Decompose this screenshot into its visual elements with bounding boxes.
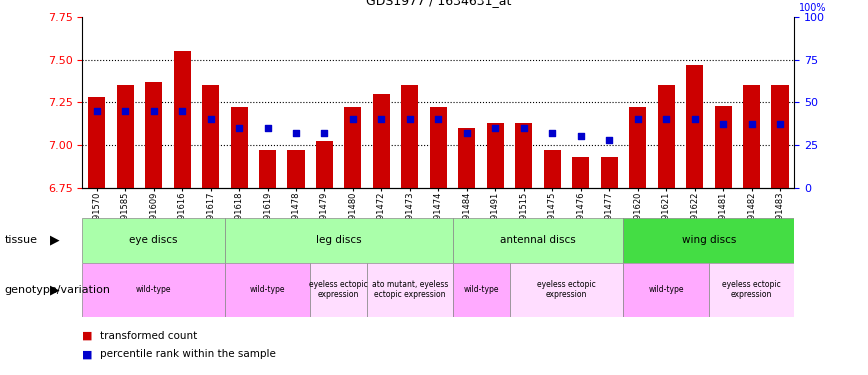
Point: [516, 125, 530, 131]
Point: [318, 130, 332, 136]
Bar: [367, 262, 452, 317]
Text: leg discs: leg discs: [316, 235, 361, 245]
Bar: [629, 107, 646, 188]
Point: [602, 137, 616, 143]
Bar: [225, 217, 452, 262]
Bar: [452, 262, 510, 317]
Bar: [401, 85, 418, 188]
Point: [716, 122, 730, 128]
Bar: [310, 262, 367, 317]
Bar: [345, 107, 361, 188]
Point: [346, 116, 360, 122]
Point: [232, 125, 246, 131]
Text: ■: ■: [82, 350, 93, 359]
Text: ato mutant, eyeless
ectopic expression: ato mutant, eyeless ectopic expression: [372, 280, 448, 299]
Text: eye discs: eye discs: [129, 235, 178, 245]
Bar: [174, 51, 191, 188]
Text: ▶: ▶: [49, 234, 60, 246]
Point: [631, 116, 645, 122]
Text: wild-type: wild-type: [464, 285, 499, 294]
Point: [147, 108, 161, 114]
Bar: [487, 123, 503, 188]
Bar: [373, 94, 390, 188]
Text: ▶: ▶: [49, 283, 60, 296]
Bar: [686, 64, 703, 188]
Text: wild-type: wild-type: [136, 285, 171, 294]
Point: [745, 122, 759, 128]
Bar: [623, 217, 794, 262]
Bar: [430, 107, 447, 188]
Bar: [316, 141, 333, 188]
Bar: [202, 85, 219, 188]
Bar: [772, 85, 788, 188]
Bar: [458, 128, 476, 188]
Point: [403, 116, 417, 122]
Text: GDS1977 / 1634631_at: GDS1977 / 1634631_at: [365, 0, 511, 8]
Bar: [82, 217, 225, 262]
Bar: [259, 150, 276, 188]
Text: ■: ■: [82, 331, 93, 340]
Text: percentile rank within the sample: percentile rank within the sample: [100, 350, 276, 359]
Bar: [145, 82, 162, 188]
Bar: [543, 150, 561, 188]
Bar: [572, 157, 589, 188]
Bar: [714, 106, 732, 188]
Point: [489, 125, 503, 131]
Bar: [89, 97, 105, 188]
Text: wing discs: wing discs: [681, 235, 736, 245]
Bar: [516, 123, 532, 188]
Point: [204, 116, 218, 122]
Text: wild-type: wild-type: [648, 285, 684, 294]
Bar: [658, 85, 674, 188]
Text: transformed count: transformed count: [100, 331, 197, 340]
Point: [431, 116, 445, 122]
Bar: [452, 217, 623, 262]
Text: antennal discs: antennal discs: [500, 235, 575, 245]
Point: [574, 134, 588, 140]
Point: [659, 116, 673, 122]
Point: [460, 130, 474, 136]
Bar: [231, 107, 247, 188]
Bar: [116, 85, 134, 188]
Text: 100%: 100%: [799, 3, 826, 13]
Point: [289, 130, 303, 136]
Bar: [287, 150, 305, 188]
Text: eyeless ectopic
expression: eyeless ectopic expression: [309, 280, 368, 299]
Point: [175, 108, 189, 114]
Point: [545, 130, 559, 136]
Bar: [709, 262, 794, 317]
Text: wild-type: wild-type: [250, 285, 286, 294]
Bar: [82, 262, 225, 317]
Bar: [510, 262, 623, 317]
Text: tissue: tissue: [4, 235, 37, 245]
Point: [374, 116, 388, 122]
Bar: [623, 262, 709, 317]
Text: eyeless ectopic
expression: eyeless ectopic expression: [537, 280, 595, 299]
Point: [773, 122, 787, 128]
Bar: [743, 85, 760, 188]
Point: [118, 108, 132, 114]
Bar: [225, 262, 310, 317]
Point: [260, 125, 274, 131]
Point: [687, 116, 701, 122]
Text: eyeless ectopic
expression: eyeless ectopic expression: [722, 280, 781, 299]
Point: [89, 108, 103, 114]
Bar: [601, 157, 618, 188]
Text: genotype/variation: genotype/variation: [4, 285, 110, 295]
